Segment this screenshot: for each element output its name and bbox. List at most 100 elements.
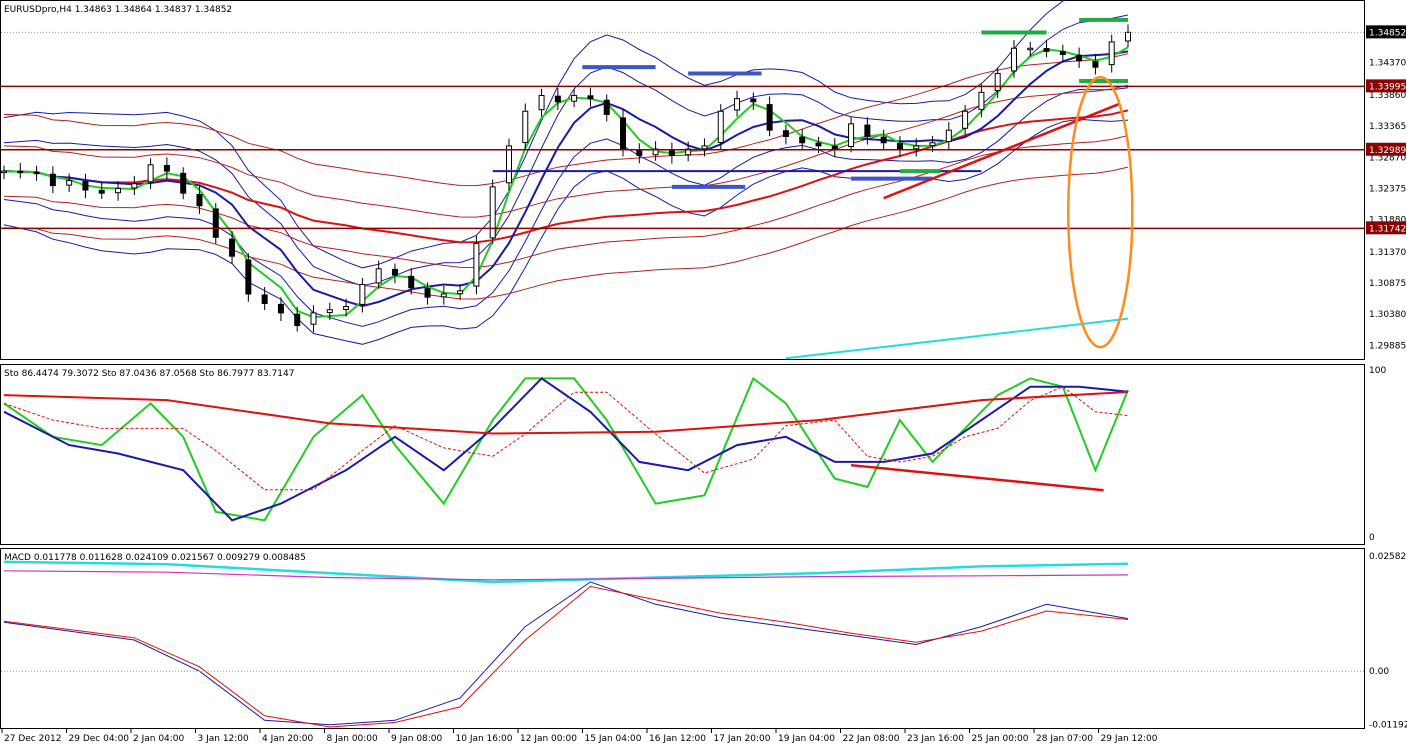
candle-body: [196, 193, 203, 207]
price-tick-label: 1.33365: [1369, 122, 1406, 132]
stoch-layer: [3, 376, 1129, 522]
price-layer: [1, 0, 1364, 360]
candle-body: [538, 95, 545, 111]
time-tick-label: 4 Jan 20:00: [262, 734, 314, 744]
time-tick-label: 28 Jan 07:00: [1036, 734, 1093, 744]
candle-body: [620, 117, 627, 150]
candle-body: [701, 145, 708, 150]
price-tick-label: 1.31370: [1369, 248, 1406, 258]
stoch-tick-label: 100: [1369, 366, 1386, 376]
macd-line: [3, 585, 1129, 728]
candle-body: [391, 268, 398, 276]
candle-body: [522, 110, 529, 143]
macd-line: [3, 560, 1129, 584]
candle-body: [913, 145, 920, 150]
macd-tick-label: -0.01192: [1369, 720, 1407, 730]
candle-body: [994, 72, 1001, 91]
candle-body: [848, 123, 855, 148]
bollinger-band-line: [3, 118, 1129, 345]
candle-body: [1, 170, 7, 174]
macd-line: [3, 570, 1129, 581]
bollinger-band-line: [3, 14, 1129, 287]
candle-body: [131, 183, 138, 189]
candle-body: [831, 145, 838, 150]
candle-body: [880, 136, 887, 144]
stoch-panel-header: Sto 86.4474 79.3072 Sto 87.0436 87.0568 …: [4, 369, 294, 379]
level-price-box: [1366, 221, 1406, 235]
time-tick-label: 29 Jan 12:00: [1101, 734, 1158, 744]
candle-body: [33, 171, 40, 175]
candle-body: [1076, 54, 1083, 62]
macd-panel-header: MACD 0.011778 0.011628 0.024109 0.021567…: [4, 553, 306, 563]
candle-body: [1027, 47, 1034, 51]
candle-body: [82, 181, 89, 191]
macd-panel-frame: [0, 548, 1365, 729]
current-price-label: 1.34852: [1369, 28, 1406, 38]
candle-body: [554, 95, 561, 103]
candle-body: [1092, 60, 1099, 68]
stoch-panel-frame: [0, 364, 1365, 545]
candle-body: [489, 186, 496, 239]
stoch-tick-label: 0: [1369, 533, 1375, 543]
time-tick-label: 25 Jan 00:00: [972, 734, 1029, 744]
candle-body: [473, 243, 480, 287]
stoch-line: [3, 376, 1129, 522]
time-tick-label: 17 Jan 20:00: [714, 734, 771, 744]
candle-body: [457, 290, 464, 295]
axis-layer: 1.34852 1.34370 1.33860 1.33365 1.32870 1.323…: [1, 25, 1407, 744]
candle-body: [978, 91, 985, 110]
candle-body: [587, 95, 594, 100]
candle-body: [261, 294, 268, 304]
price-tick-label: 1.33860: [1369, 91, 1406, 101]
time-tick-label: 12 Jan 00:00: [520, 734, 577, 744]
candle-body: [766, 104, 773, 131]
price-tick-label: 1.32870: [1369, 153, 1406, 163]
time-tick-label: 10 Jan 16:00: [456, 734, 513, 744]
price-tick-label: 1.30380: [1369, 310, 1406, 320]
candle-body: [864, 124, 871, 137]
candle-body: [343, 306, 350, 310]
candle-body: [326, 309, 333, 314]
candle-body: [571, 95, 578, 102]
envelope-band-line: [3, 53, 1129, 187]
time-tick-label: 23 Jan 16:00: [907, 734, 964, 744]
stoch-line: [3, 391, 1129, 435]
macd-layer: [1, 560, 1364, 728]
candle-body: [359, 284, 366, 305]
macd-tick-label: 0.00: [1369, 667, 1389, 677]
time-tick-label: 19 Jan 04:00: [778, 734, 835, 744]
cyan-trend-line: [785, 317, 1129, 360]
candle-body: [1108, 41, 1115, 66]
current-price-box: [1366, 25, 1406, 39]
candle-body: [115, 187, 122, 194]
price-tick-label: 1.30875: [1369, 279, 1406, 289]
divergence-line: [850, 463, 1104, 492]
level-price-label: 1.33995: [1369, 82, 1406, 92]
time-tick-label: 3 Jan 12:00: [198, 734, 250, 744]
candle-body: [717, 110, 724, 143]
envelope-band-line: [3, 84, 1129, 218]
candle-body: [750, 98, 757, 103]
candle-body: [929, 142, 936, 147]
time-tick-label: 29 Dec 04:00: [69, 734, 130, 744]
bollinger-band-line: [3, 0, 1067, 269]
red-trend-line: [883, 102, 1121, 200]
candle-body: [180, 172, 187, 194]
time-tick-label: 16 Jan 12:00: [649, 734, 706, 744]
candle-body: [896, 142, 903, 150]
time-tick-label: 2 Jan 04:00: [133, 734, 185, 744]
level-price-box: [1366, 79, 1406, 93]
price-tick-label: 1.29885: [1369, 341, 1406, 351]
candle-body: [375, 268, 382, 284]
level-price-label: 1.31742: [1369, 224, 1406, 234]
level-price-label: 1.32989: [1369, 146, 1406, 156]
price-panel-header: EURUSDpro,H4 1.34863 1.34864 1.34837 1.3…: [4, 5, 232, 15]
candle-body: [945, 129, 952, 143]
candle-body: [1059, 51, 1066, 56]
envelope-band-line: [3, 166, 1129, 300]
time-tick-label: 15 Jan 04:00: [585, 734, 642, 744]
candle-body: [440, 293, 447, 298]
candle-body: [408, 275, 415, 289]
candle-body: [815, 142, 822, 147]
